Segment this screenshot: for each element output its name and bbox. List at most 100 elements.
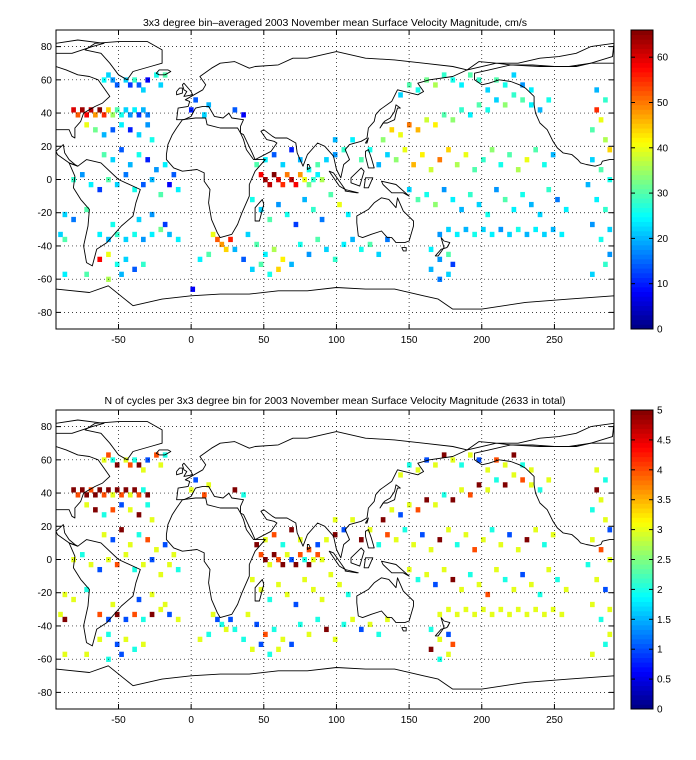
colorbar-swatch: [631, 160, 653, 166]
coastline-path: [155, 69, 172, 76]
heatmap-cell: [136, 216, 142, 223]
colorbar-swatch: [631, 559, 653, 565]
heatmap-cell: [502, 576, 508, 583]
heatmap-cell: [101, 492, 107, 498]
colorbar-swatch: [631, 48, 653, 54]
heatmap-cell: [202, 492, 207, 498]
heatmap-cell: [97, 107, 103, 113]
heatmap-cell: [454, 542, 460, 548]
heatmap-cell: [598, 547, 604, 553]
colorbar-swatch: [631, 319, 653, 325]
coastline-path: [165, 117, 266, 239]
heatmap-cell: [603, 641, 608, 648]
heatmap-cell: [271, 246, 277, 253]
coastline-path: [434, 617, 451, 637]
x-tick-label: 100: [328, 335, 345, 346]
y-tick-label: 20: [41, 522, 53, 533]
heatmap-cell: [476, 581, 482, 588]
coastline-path: [401, 247, 407, 252]
heatmap-cell: [515, 167, 521, 173]
heatmap-cell: [289, 527, 294, 533]
heatmap-cell: [188, 107, 194, 113]
x-tick-label: 200: [473, 715, 490, 726]
heatmap-cell: [254, 241, 260, 248]
heatmap-cell: [446, 527, 451, 533]
heatmap-cell: [263, 631, 268, 638]
heatmap-cell: [380, 137, 386, 143]
colorbar-swatch: [631, 615, 653, 621]
heatmap-cell: [141, 87, 146, 93]
colorbar-swatch: [631, 517, 653, 523]
colorbar-swatch: [631, 447, 653, 453]
heatmap-cell: [127, 127, 133, 133]
colorbar-tick-label: 30: [657, 189, 669, 200]
heatmap-cell: [511, 586, 517, 593]
heatmap-cell: [127, 82, 133, 88]
heatmap-cell: [494, 186, 499, 193]
colorbar-swatch: [631, 662, 653, 668]
heatmap-cell: [332, 256, 338, 263]
heatmap-cell: [590, 537, 595, 543]
heatmap-cell: [306, 547, 312, 553]
heatmap-cell: [446, 147, 451, 153]
heatmap-cell: [446, 631, 451, 638]
colorbar-swatch: [631, 286, 653, 293]
colorbar-swatch: [631, 414, 653, 420]
colorbar-swatch: [631, 128, 653, 134]
ticks: [56, 410, 614, 709]
colorbar-swatch: [631, 81, 653, 87]
heatmap-cell: [515, 226, 521, 233]
heatmap-cell: [267, 216, 273, 223]
heatmap-cell: [302, 196, 307, 203]
heatmap-cell: [433, 502, 438, 508]
heatmap-cell: [141, 107, 146, 113]
heatmap-cell: [454, 611, 460, 618]
coastline-path: [176, 87, 183, 96]
heatmap-cell: [446, 651, 451, 657]
heatmap-cell: [254, 162, 260, 168]
heatmap-cell: [267, 271, 273, 277]
heatmap-cell: [241, 492, 246, 498]
heatmap-cell: [62, 591, 68, 598]
colorbar-swatch: [631, 314, 653, 321]
heatmap-cell: [223, 246, 229, 253]
heatmap-cell: [280, 256, 286, 263]
heatmap-cell: [598, 236, 604, 243]
heatmap-cell: [258, 206, 264, 213]
x-tick-label: 150: [401, 335, 418, 346]
colorbar-swatch: [631, 263, 653, 269]
coastlines: [56, 39, 614, 329]
colorbar-swatch: [631, 156, 653, 162]
heatmap-cell: [97, 256, 103, 263]
x-tick-label: 0: [188, 335, 194, 346]
heatmap-cell: [84, 586, 89, 593]
colorbar-swatch: [631, 76, 653, 82]
colorbar-swatch: [631, 109, 653, 115]
heatmap-cell: [598, 497, 604, 503]
heatmap-cell: [110, 537, 116, 543]
heatmap-cell: [563, 586, 569, 593]
heatmap-cell: [79, 172, 85, 178]
heatmap-cell: [206, 482, 212, 488]
heatmap-cell: [119, 122, 124, 128]
heatmap-cell: [106, 631, 111, 638]
coastline-path: [434, 237, 451, 257]
heatmap-cell: [424, 571, 430, 578]
heatmap-cell: [284, 172, 290, 178]
colorbar-swatch: [631, 666, 653, 673]
heatmap-cell: [280, 561, 286, 568]
heatmap-cell: [559, 611, 565, 618]
heatmap-cell: [533, 147, 539, 153]
coastline-path: [68, 159, 141, 267]
heatmap-cell: [441, 452, 447, 458]
coastline-path: [350, 167, 365, 187]
colorbar-swatch: [631, 648, 653, 654]
heatmap-cell: [114, 561, 120, 568]
colorbar-swatch: [631, 90, 653, 96]
coastline-path: [363, 557, 374, 569]
heatmap-cell: [550, 532, 556, 538]
heatmap-cell: [215, 236, 220, 243]
colorbar-swatch: [631, 165, 653, 171]
heatmap-cell: [267, 181, 273, 188]
